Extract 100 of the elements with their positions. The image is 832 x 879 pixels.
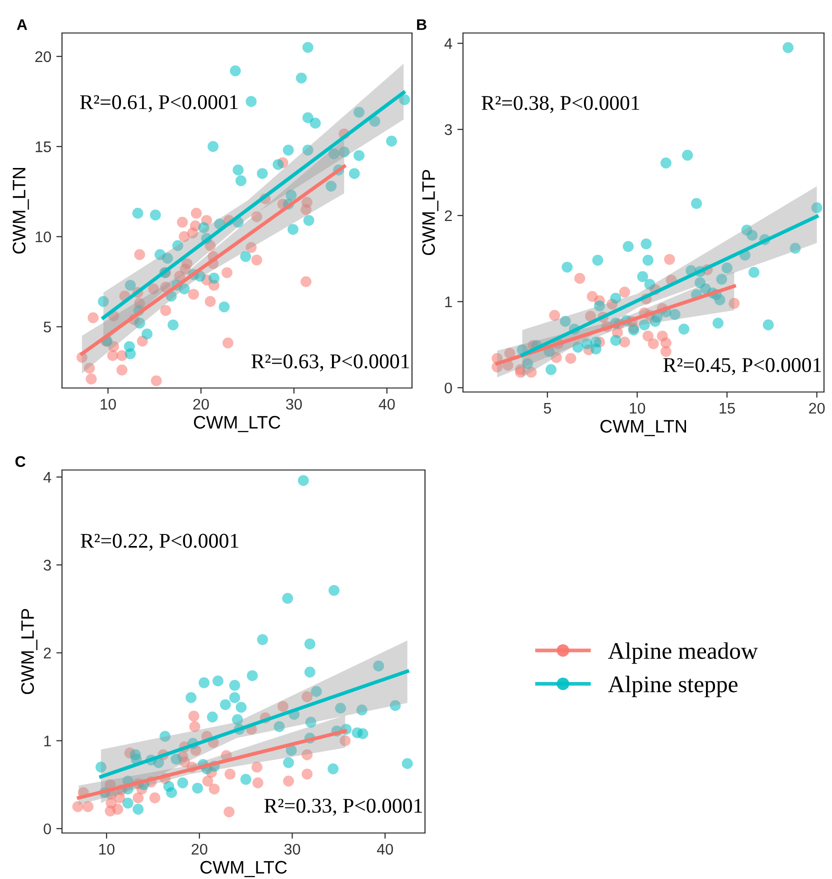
point: [188, 710, 200, 722]
point: [282, 592, 294, 604]
point: [348, 168, 360, 180]
point: [256, 168, 268, 180]
point: [619, 336, 630, 348]
point: [302, 768, 313, 780]
x-axis-title: CWM_LTC: [194, 416, 280, 432]
point: [229, 680, 240, 691]
point: [206, 712, 218, 722]
y-tick-label: 2: [444, 210, 452, 222]
point: [288, 224, 298, 235]
point: [246, 670, 258, 682]
point: [328, 584, 340, 596]
point: [272, 159, 284, 170]
point: [251, 254, 262, 266]
x-tick-label: 10: [630, 402, 646, 414]
x-axis-title: CWM_LTN: [600, 420, 686, 436]
point: [302, 112, 314, 124]
point: [748, 266, 760, 278]
point: [176, 216, 188, 228]
point: [124, 348, 136, 360]
point: [186, 692, 197, 704]
chart-title: C: [15, 456, 26, 467]
point: [562, 262, 573, 273]
point: [682, 150, 693, 161]
y-tick-label: 3: [44, 560, 51, 571]
point: [142, 328, 153, 340]
point: [236, 702, 247, 713]
point: [122, 798, 134, 809]
point: [300, 276, 312, 288]
x-tick-label: 30: [286, 398, 302, 410]
y-tick-label: 10: [36, 231, 51, 242]
point: [222, 267, 232, 278]
point: [549, 310, 560, 321]
point: [303, 214, 314, 226]
y-tick-label: 0: [44, 823, 51, 834]
point: [107, 350, 118, 362]
y-axis-title: CWM_LTP: [422, 170, 438, 256]
point: [202, 776, 214, 787]
point: [166, 787, 178, 798]
x-tick-label: 20: [809, 402, 825, 414]
point: [302, 42, 314, 53]
point: [86, 374, 97, 384]
point: [664, 254, 676, 265]
y-tick-label: 1: [445, 296, 452, 308]
point: [252, 777, 264, 788]
point: [304, 638, 316, 650]
annotation: R²=0.61, P<0.0001: [80, 95, 238, 112]
point: [160, 305, 172, 316]
point: [177, 777, 188, 788]
point: [642, 330, 654, 342]
point: [240, 774, 252, 785]
point: [691, 198, 702, 209]
point: [208, 272, 220, 284]
x-tick-label: 15: [720, 402, 735, 414]
annotation: R²=0.45, P<0.0001: [663, 358, 821, 376]
point: [386, 136, 398, 147]
point: [304, 666, 316, 678]
point: [283, 776, 294, 787]
point: [134, 249, 146, 260]
point: [168, 319, 179, 330]
point: [132, 208, 144, 219]
point: [328, 763, 339, 774]
point: [192, 782, 204, 794]
point: [246, 96, 257, 107]
point: [116, 364, 128, 376]
annotation: R²=0.38, P<0.0001: [482, 96, 640, 114]
chart-title: A: [16, 19, 28, 30]
point: [282, 144, 294, 156]
point: [610, 334, 622, 346]
point: [232, 164, 244, 176]
point: [198, 677, 210, 688]
annotation: R²=0.33, P<0.0001: [264, 798, 422, 816]
y-axis-title: CWM_LTN: [12, 168, 29, 254]
point: [88, 312, 99, 324]
point: [208, 141, 219, 152]
x-tick-label: 5: [544, 402, 552, 414]
legend-label: Alpine meadow: [608, 642, 758, 664]
point: [296, 72, 307, 84]
point: [357, 728, 368, 740]
point: [212, 675, 224, 686]
point: [402, 758, 413, 770]
x-tick-label: 20: [193, 398, 209, 410]
point: [224, 768, 236, 780]
y-tick-label: 5: [44, 322, 51, 332]
point: [235, 175, 246, 186]
point: [546, 364, 556, 376]
point: [251, 762, 262, 773]
y-tick-label: 2: [44, 648, 51, 658]
point: [149, 792, 160, 804]
point: [283, 757, 294, 768]
point: [637, 271, 648, 282]
y-axis-title: CWM_LTP: [21, 608, 38, 694]
x-axis-title: CWM_LTC: [200, 860, 287, 878]
y-tick-label: 0: [444, 382, 452, 394]
y-tick-label: 3: [444, 124, 452, 136]
x-tick-label: 30: [284, 844, 300, 855]
y-tick-label: 4: [444, 38, 452, 49]
point: [150, 375, 162, 386]
point: [208, 784, 220, 795]
